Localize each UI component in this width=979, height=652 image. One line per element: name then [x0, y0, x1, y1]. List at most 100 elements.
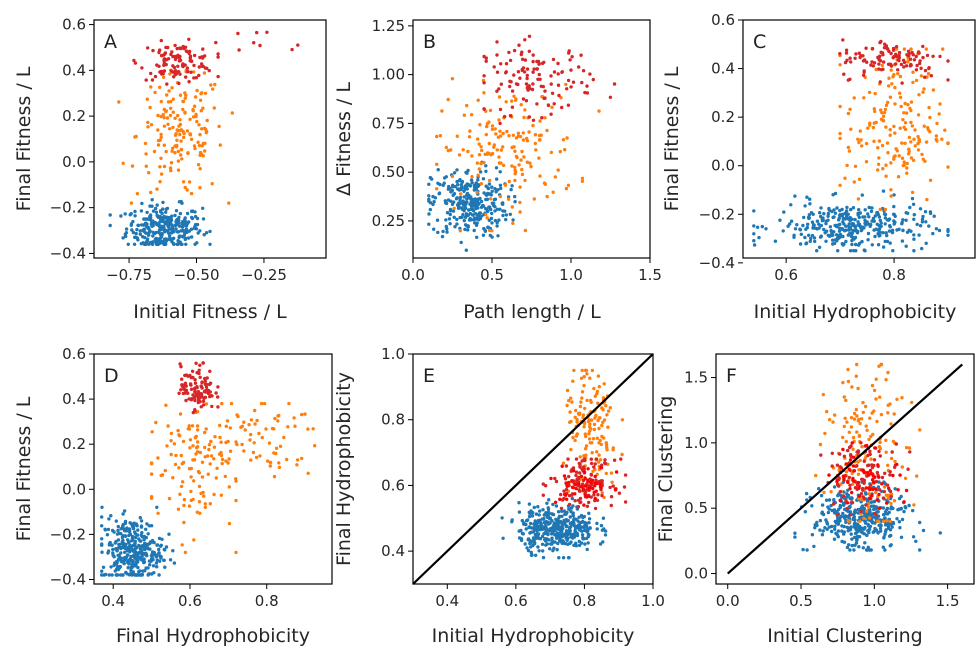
y-tick-label: −0.4	[699, 254, 735, 272]
data-point	[505, 129, 509, 134]
data-point	[885, 519, 889, 523]
data-point	[844, 51, 849, 55]
data-point	[192, 144, 197, 148]
data-point	[122, 509, 127, 513]
panel-f: 0.0 0.5 1.0 1.50.00.51.01.5 F Initial Clust…	[655, 353, 975, 647]
data-point	[883, 471, 887, 475]
data-point	[878, 526, 883, 531]
data-point	[179, 365, 183, 369]
data-point	[603, 458, 607, 462]
data-point	[606, 425, 610, 429]
data-point	[512, 94, 516, 99]
data-point	[900, 141, 904, 145]
data-point	[481, 177, 486, 181]
data-point	[181, 228, 185, 232]
data-point	[265, 30, 269, 34]
data-point	[562, 496, 566, 501]
data-point	[862, 459, 866, 463]
data-point	[490, 151, 495, 156]
data-point	[519, 538, 524, 543]
data-point	[847, 430, 851, 434]
data-point	[921, 157, 925, 161]
data-point	[454, 197, 459, 201]
data-point	[169, 69, 173, 73]
data-point	[614, 470, 619, 474]
data-point	[561, 556, 566, 560]
data-point	[586, 467, 590, 471]
data-point	[600, 493, 604, 498]
data-point	[893, 459, 897, 464]
data-point	[121, 541, 126, 546]
data-point	[487, 120, 491, 124]
data-point	[866, 513, 871, 517]
data-point	[885, 501, 889, 505]
data-point	[146, 532, 150, 536]
data-point	[845, 205, 849, 210]
data-point	[841, 217, 846, 221]
data-point	[435, 187, 439, 191]
data-point	[529, 550, 533, 555]
data-point	[136, 223, 141, 228]
data-point	[114, 519, 119, 523]
data-point	[859, 54, 863, 58]
data-point	[902, 125, 906, 129]
data-point	[897, 227, 901, 231]
data-point	[527, 34, 532, 38]
data-point	[803, 204, 807, 208]
data-point	[924, 220, 928, 224]
x-tick-label: 0.8	[255, 592, 279, 610]
data-point	[201, 399, 206, 403]
data-point	[597, 426, 601, 431]
data-point	[132, 242, 137, 246]
data-point	[153, 74, 158, 79]
data-point	[490, 185, 494, 189]
data-point	[842, 72, 846, 76]
data-point	[146, 120, 150, 125]
data-point	[818, 211, 822, 215]
data-point	[889, 68, 893, 72]
data-point	[473, 201, 477, 205]
data-point	[866, 505, 871, 509]
data-point	[208, 462, 212, 466]
data-point	[193, 242, 197, 246]
data-point	[562, 474, 567, 478]
panel-b-ticks: 0.0 0.5 1.0 1.50.250.500.751.001.25	[372, 17, 662, 284]
data-point	[877, 227, 882, 231]
data-point	[154, 230, 158, 235]
data-point	[870, 463, 874, 467]
y-tick-label: 0.0	[711, 157, 735, 175]
data-point	[552, 70, 557, 74]
data-point	[916, 148, 921, 152]
data-point	[427, 194, 431, 198]
data-point	[924, 47, 928, 51]
data-point	[545, 501, 549, 505]
data-point	[467, 193, 471, 198]
data-point	[139, 539, 143, 543]
data-point	[165, 444, 169, 448]
y-tick-label: −0.2	[50, 525, 86, 543]
data-point	[474, 181, 478, 185]
data-point	[604, 404, 608, 408]
data-point	[146, 226, 150, 230]
data-point	[857, 524, 861, 528]
data-point	[850, 222, 854, 226]
data-point	[916, 50, 921, 54]
data-point	[204, 427, 208, 431]
data-point	[198, 375, 202, 379]
data-point	[452, 206, 456, 210]
data-point	[175, 242, 179, 246]
data-point	[100, 505, 104, 509]
data-point	[237, 48, 241, 52]
data-point	[837, 477, 841, 482]
data-point	[853, 164, 858, 168]
data-point	[214, 476, 218, 480]
data-point	[875, 470, 880, 475]
data-point	[899, 535, 904, 539]
data-point	[189, 191, 194, 196]
data-point	[865, 443, 869, 448]
data-point	[884, 438, 888, 442]
data-point	[811, 223, 816, 227]
data-point	[566, 556, 571, 560]
panel-e-y-axis-label: Final Hydrophobicity	[333, 372, 355, 566]
